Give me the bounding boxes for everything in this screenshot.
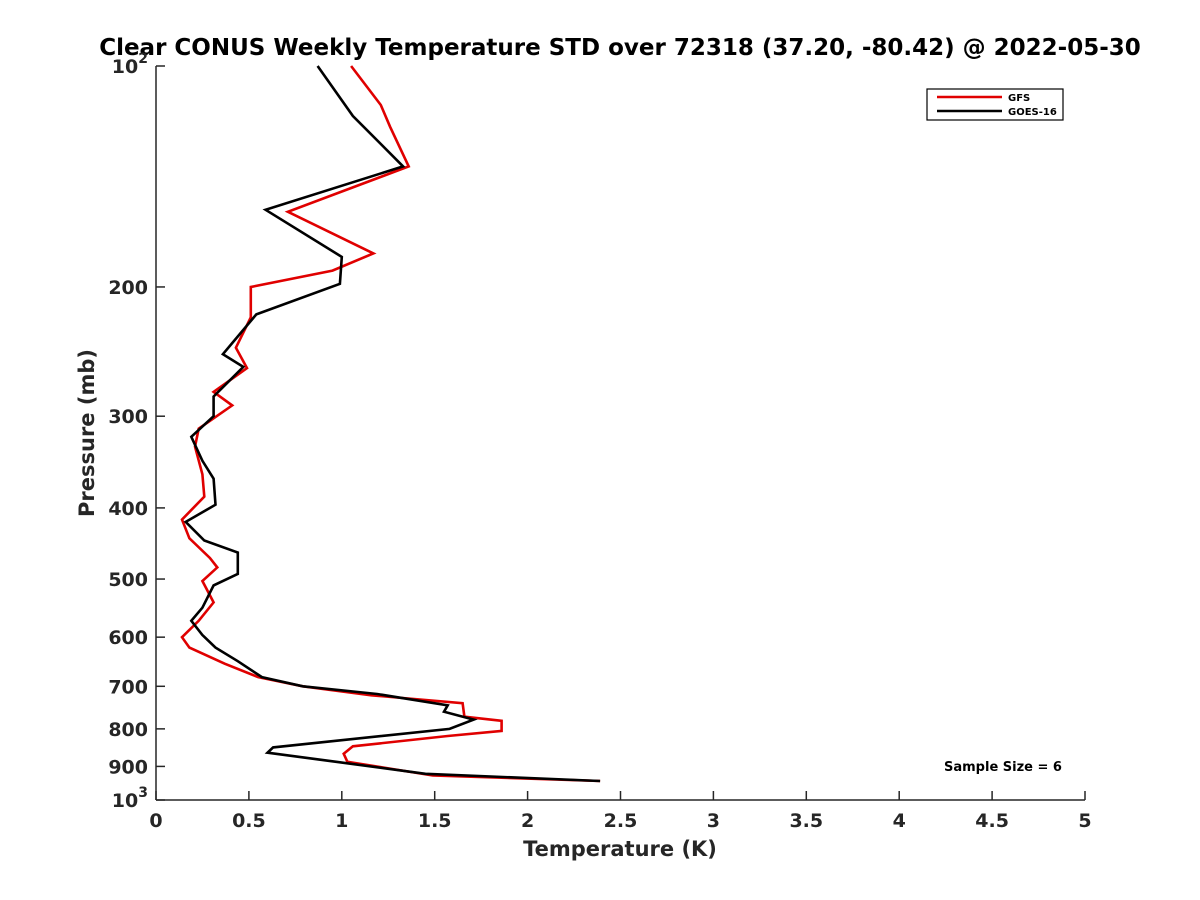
x-tick-label: 1.5 <box>418 810 452 832</box>
series-line-gfs <box>180 65 601 783</box>
y-tick-label: 900 <box>108 756 148 778</box>
legend: GFS GOES-16 <box>926 88 1064 121</box>
y-tick-label: 200 <box>108 277 148 299</box>
y-tick-label: 103 <box>112 785 148 812</box>
chart-title: Clear CONUS Weekly Temperature STD over … <box>99 35 1141 61</box>
y-tick-base: 10 <box>112 56 138 78</box>
y-tick-label: 300 <box>108 406 148 428</box>
y-tick-exponent: 2 <box>138 51 148 67</box>
y-tick-label: 102 <box>112 51 148 78</box>
x-tick-label: 0.5 <box>232 810 266 832</box>
series-lines <box>180 65 601 783</box>
y-tick-label: 500 <box>108 569 148 591</box>
x-tick-label: 4 <box>893 810 906 832</box>
x-tick-label: 3.5 <box>789 810 823 832</box>
legend-label: GOES-16 <box>1008 107 1057 118</box>
y-tick-label: 400 <box>108 498 148 520</box>
legend-label: GFS <box>1008 93 1030 104</box>
y-tick-base: 10 <box>112 790 138 812</box>
y-tick-label: 800 <box>108 719 148 741</box>
x-tick-label: 2 <box>521 810 534 832</box>
y-tick-label: 700 <box>108 676 148 698</box>
x-tick-label: 2.5 <box>604 810 638 832</box>
legend-box <box>926 88 1064 121</box>
y-tick-label: 600 <box>108 627 148 649</box>
legend-entries: GFS GOES-16 <box>937 93 1057 118</box>
x-axis-title: Temperature (K) <box>523 837 717 861</box>
x-ticks: 0 0.5 1 1.5 2 2.5 3 3.5 4 4.5 5 <box>149 791 1092 832</box>
series-line-goes-16 <box>183 65 601 783</box>
x-tick-label: 0 <box>149 810 162 832</box>
x-tick-label: 4.5 <box>975 810 1009 832</box>
y-axis-title: Pressure (mb) <box>75 349 99 517</box>
x-tick-label: 5 <box>1078 810 1091 832</box>
y-tick-exponent: 3 <box>138 785 148 801</box>
x-tick-label: 1 <box>335 810 348 832</box>
x-tick-label: 3 <box>707 810 720 832</box>
plot-area: 0 0.5 1 1.5 2 2.5 3 3.5 4 4.5 5 102200300400500600… <box>108 51 1091 832</box>
sample-size-annotation: Sample Size = 6 <box>944 760 1062 775</box>
